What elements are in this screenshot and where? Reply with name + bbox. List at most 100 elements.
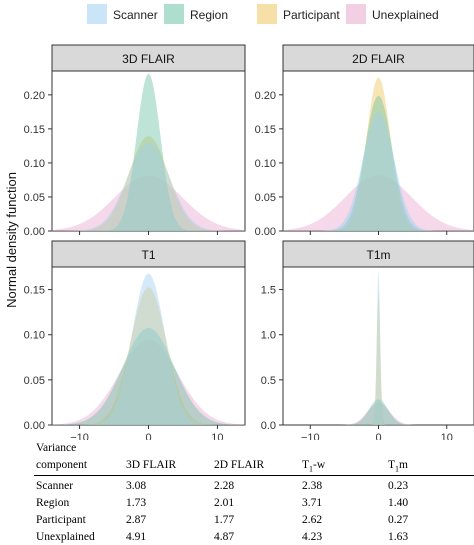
- y-tick-label: 0.10: [24, 158, 45, 170]
- table-header-row-2: component 3D FLAIR 2D FLAIR T1-w T1m: [0, 457, 474, 473]
- table-cell: 2.87: [126, 514, 147, 526]
- chart: Scanner Region Participant Unexplained Norma…: [4, 4, 474, 444]
- y-tick-label: 0.00: [24, 420, 45, 432]
- panel-t1: T1 0.00 0.05 0.10 0.15 −10 0 10: [24, 240, 246, 444]
- y-tick-label: 0.10: [24, 330, 45, 342]
- table-cell: 1.40: [388, 497, 409, 509]
- table-cell: 2.01: [214, 497, 235, 509]
- x-tick-label: −10: [301, 432, 320, 440]
- panel-title: T1m: [367, 248, 391, 262]
- x-tick-label: 10: [211, 432, 223, 440]
- table-cell: 3.08: [126, 480, 147, 492]
- table-cell: 4.91: [126, 531, 147, 543]
- table-cell: 3.71: [302, 497, 323, 509]
- y-tick-label: 0.5: [261, 375, 276, 387]
- panel-title: 3D FLAIR: [122, 52, 175, 66]
- x-tick-label: −10: [70, 432, 89, 440]
- variance-table: Variance component 3D FLAIR 2D FLAIR T1-…: [0, 440, 474, 545]
- y-tick-label: 1.0: [261, 330, 276, 342]
- table-cell: 4.23: [302, 531, 323, 543]
- legend-label: Unexplained: [372, 8, 439, 22]
- y-tick-label: 0.15: [255, 124, 276, 136]
- legend-item-unexplained: Unexplained: [346, 4, 439, 24]
- table-rule: [34, 475, 474, 476]
- header-variance: Variance: [36, 442, 77, 454]
- header-component: component: [36, 459, 88, 471]
- table-cell: 1.73: [126, 497, 147, 509]
- density-area-participant: [52, 136, 245, 231]
- table-row: Region 1.73 2.01 3.71 1.40: [0, 495, 474, 511]
- table-cell: 2.62: [302, 514, 323, 526]
- legend-swatch: [346, 4, 366, 24]
- density-area-scanner: [283, 111, 474, 231]
- density-area-unexplained: [283, 402, 474, 425]
- y-tick-label: 0.00: [24, 226, 45, 238]
- density-area-region: [283, 95, 474, 232]
- density-area-participant: [283, 291, 474, 425]
- legend-label: Scanner: [113, 8, 158, 22]
- table-cell: 4.87: [214, 531, 235, 543]
- x-tick-label: 0: [375, 432, 381, 440]
- panel-plot-area: [282, 70, 474, 232]
- panel-plot-area: [51, 266, 246, 426]
- density-area-scanner: [52, 142, 245, 231]
- panel-plot-area: [282, 266, 474, 426]
- y-tick-label: 0.20: [24, 90, 45, 102]
- row-label: Scanner: [36, 480, 74, 492]
- header-t1w: T1-w: [302, 459, 326, 474]
- density-area-scanner: [52, 273, 245, 425]
- panel-2d-flair: 2D FLAIR 0.00 0.05 0.10 0.15 0.20: [255, 44, 474, 238]
- panel-t1m: T1m 0.0 0.5 1.0 1.5 −10 0 10: [261, 240, 474, 444]
- legend-label: Participant: [283, 8, 340, 22]
- legend-swatch: [164, 4, 184, 24]
- y-tick-label: 0.15: [24, 124, 45, 136]
- row-label: Participant: [36, 514, 86, 526]
- density-area-region: [52, 73, 245, 232]
- legend-swatch: [257, 4, 277, 24]
- density-area-region: [52, 327, 245, 425]
- header-t1m: T1m: [388, 459, 408, 474]
- figure: Scanner Region Participant Unexplained Norma…: [4, 4, 474, 444]
- table-cell: 2.28: [214, 480, 235, 492]
- y-tick-label: 0.10: [255, 158, 276, 170]
- density-area-participant: [52, 287, 245, 425]
- table-cell: 0.27: [388, 514, 409, 526]
- y-tick-label: 0.0: [261, 420, 276, 432]
- table-cell: 2.38: [302, 480, 323, 492]
- panel-title: 2D FLAIR: [352, 52, 405, 66]
- density-area-region: [283, 399, 474, 425]
- density-area-unexplained: [52, 175, 245, 231]
- legend-item-participant: Participant: [257, 4, 340, 24]
- legend-swatch: [87, 4, 107, 24]
- density-area-unexplained: [283, 175, 474, 231]
- table-cell: 1.63: [388, 531, 409, 543]
- table-row: Unexplained 4.91 4.87 4.23 1.63: [0, 529, 474, 545]
- table-cell: 1.77: [214, 514, 235, 526]
- y-tick-label: 0.15: [24, 285, 45, 297]
- x-tick-label: 0: [145, 432, 151, 440]
- panel-strip: [282, 44, 474, 72]
- table-row: Scanner 3.08 2.28 2.38 0.23: [0, 478, 474, 494]
- y-tick-label: 1.5: [261, 285, 276, 297]
- panel-title: T1: [141, 248, 155, 262]
- density-area-participant: [283, 77, 474, 231]
- row-label: Unexplained: [36, 531, 95, 543]
- header-3d-flair: 3D FLAIR: [126, 459, 177, 471]
- density-area-unexplained: [52, 339, 245, 425]
- table-header-row-1: Variance: [0, 440, 474, 456]
- panel-strip: [282, 240, 474, 268]
- table-cell: 0.23: [388, 480, 409, 492]
- panel-plot-area: [51, 70, 246, 232]
- y-axis-label: Normal density function: [4, 172, 19, 308]
- density-area-scanner: [283, 268, 474, 425]
- legend-label: Region: [190, 8, 228, 22]
- y-tick-label: 0.00: [255, 226, 276, 238]
- y-tick-label: 0.20: [255, 90, 276, 102]
- x-tick-label: 10: [441, 432, 453, 440]
- panel-strip: [51, 44, 246, 72]
- table-row: Participant 2.87 1.77 2.62 0.27: [0, 512, 474, 528]
- y-tick-label: 0.05: [24, 192, 45, 204]
- row-label: Region: [36, 497, 70, 509]
- header-2d-flair: 2D FLAIR: [214, 459, 265, 471]
- legend-item-scanner: Scanner: [87, 4, 158, 24]
